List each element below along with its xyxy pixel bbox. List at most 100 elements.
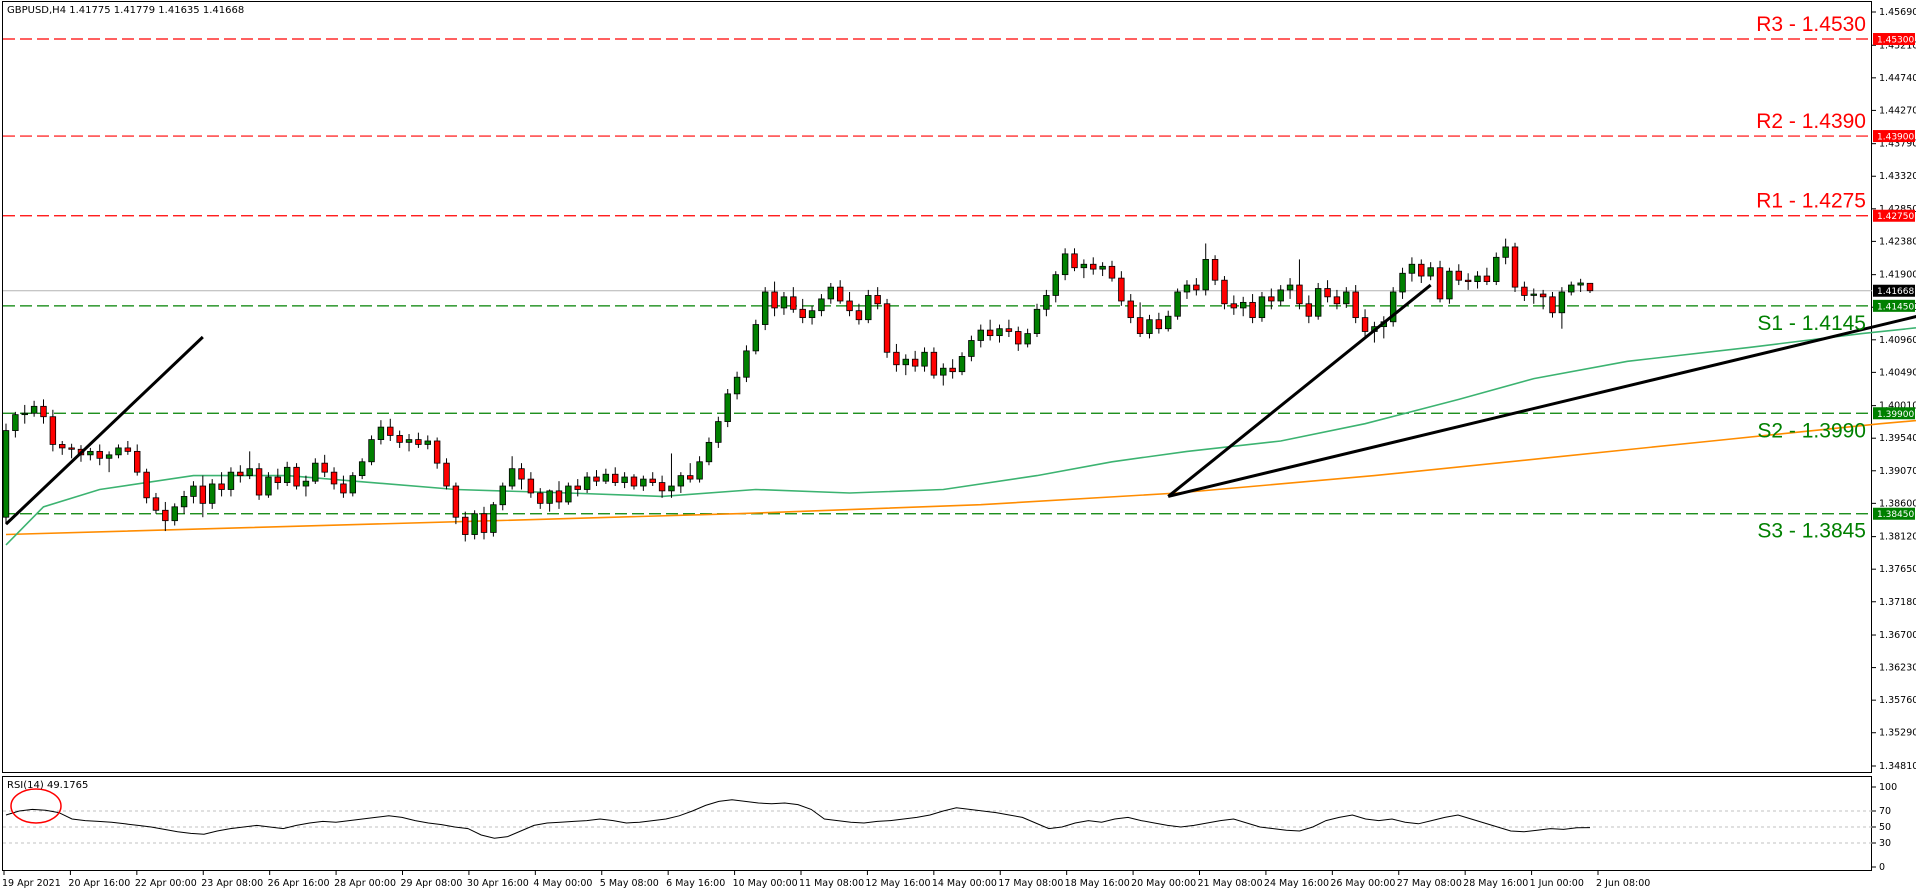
candle — [1418, 259, 1425, 283]
candle — [471, 510, 478, 540]
candle — [190, 481, 197, 504]
x-tick-label: 28 May 16:00 — [1463, 878, 1528, 889]
moving-average-fast — [5, 327, 1916, 546]
candle-body-bull — [1258, 296, 1266, 319]
candle-body-bull — [490, 504, 497, 533]
candle-body-bull — [640, 478, 647, 487]
price-tick-label: 1.43320 — [1879, 171, 1916, 182]
trendline — [4, 335, 204, 526]
level-badge-text: 1.43900 — [1877, 133, 1914, 143]
candle — [799, 298, 806, 324]
price-tick-label: 1.36230 — [1879, 663, 1916, 674]
level-label-s3: S3 - 1.3845 — [1757, 520, 1866, 543]
candle-body-bull — [1558, 291, 1566, 314]
candle — [1352, 285, 1359, 324]
candle-body-bear — [790, 296, 797, 310]
candle-body-bear — [415, 439, 422, 445]
candle — [930, 347, 938, 379]
candle-body-bear — [846, 300, 853, 312]
candle — [302, 475, 310, 497]
price-tick-label: 1.40490 — [1879, 367, 1916, 378]
candle — [1436, 260, 1444, 303]
candle — [1399, 267, 1406, 299]
candle-body-bull — [1033, 308, 1041, 334]
candle — [687, 463, 694, 483]
trendline — [1167, 315, 1916, 498]
candle-body-bull — [827, 286, 835, 300]
candle-body-bull — [1530, 293, 1537, 296]
x-tick-label: 20 May 00:00 — [1131, 878, 1196, 889]
candle-body-bear — [1155, 319, 1163, 330]
trendline — [1167, 283, 1432, 498]
candle — [1455, 264, 1462, 286]
candle — [208, 479, 216, 509]
candle — [415, 432, 422, 448]
candle — [1024, 328, 1031, 348]
candle — [537, 488, 544, 509]
candle-body-bear — [218, 483, 225, 490]
rsi-tick-label: 100 — [1879, 782, 1897, 793]
candle — [583, 472, 591, 493]
candle — [49, 409, 57, 452]
level-badge-s2 — [1873, 407, 1915, 420]
candle — [555, 481, 563, 509]
candle-body-bear — [1586, 282, 1594, 292]
candle-body-bear — [480, 513, 488, 533]
candle-body-bull — [677, 475, 685, 487]
candle-body-bear — [555, 490, 563, 503]
candle — [1521, 281, 1528, 301]
candle-body-bear — [1464, 279, 1472, 282]
candle-body-bull — [1174, 291, 1181, 317]
candle-body-bear — [1521, 286, 1528, 296]
moving-average-slow — [5, 419, 1916, 536]
level-badges: 1.45300 1.43900 1.42750 1.41450 1.39900 1.384… — [1873, 33, 1915, 520]
price-tick-label: 1.38120 — [1879, 532, 1916, 543]
candle-body-bull — [724, 393, 731, 422]
candle — [1099, 262, 1106, 277]
candle-body-bear — [274, 476, 282, 483]
candle-body-bull — [171, 506, 178, 522]
candle — [237, 465, 244, 483]
candle — [105, 451, 113, 473]
candle-body-bear — [1136, 317, 1144, 334]
candle — [396, 430, 403, 448]
candle — [1474, 271, 1481, 289]
candle — [218, 472, 225, 497]
candle — [630, 474, 638, 490]
candle — [902, 354, 909, 376]
candle — [1530, 288, 1537, 304]
x-tick-label: 2 Jun 08:00 — [1596, 878, 1650, 889]
x-tick-label: 18 May 16:00 — [1065, 878, 1130, 889]
candle-body-bear — [1127, 300, 1134, 319]
candle — [996, 324, 1003, 343]
candle — [893, 343, 900, 372]
candle — [668, 453, 675, 498]
candle-body-bull — [1202, 259, 1209, 291]
candle — [1230, 295, 1238, 315]
candle-body-bear — [612, 473, 619, 483]
rsi-highlight-circle — [10, 788, 62, 824]
candle — [1324, 280, 1331, 303]
candle-body-bull — [2, 430, 10, 518]
candle-body-bull — [752, 324, 760, 352]
candle-body-bear — [1193, 284, 1200, 291]
candle-body-bear — [1005, 328, 1013, 332]
candle — [265, 472, 272, 498]
candle-body-bull — [668, 485, 675, 492]
candle — [1483, 267, 1491, 286]
candle-body-bull — [312, 462, 319, 482]
candle — [499, 482, 506, 511]
rsi-axis-ticks: 100 70 50 30 0 — [1872, 782, 1897, 873]
candle — [986, 319, 994, 341]
candle-body-bear — [649, 478, 656, 483]
candle — [462, 511, 469, 542]
candle — [1558, 287, 1566, 329]
candle-body-bear — [1249, 301, 1256, 319]
candle-body-bear — [1361, 317, 1369, 332]
candle-body-bear — [658, 482, 666, 492]
candle-body-bear — [1324, 288, 1331, 298]
candle-body-bull — [105, 454, 113, 459]
x-tick-label: 1 Jun 00:00 — [1530, 878, 1584, 889]
current-price-badge-bg — [1873, 284, 1915, 297]
candle — [1043, 289, 1050, 317]
